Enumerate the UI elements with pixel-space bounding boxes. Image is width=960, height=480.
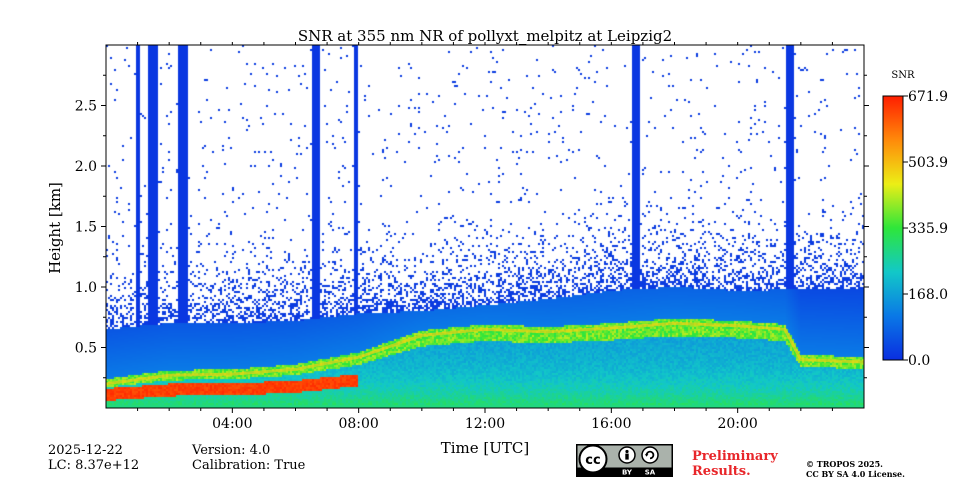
- x-axis-label: Time [UTC]: [441, 439, 530, 457]
- colorbar-tick-label: 0.0: [908, 353, 930, 369]
- colorbar-tick-label: 503.9: [908, 155, 948, 171]
- sa-icon: [641, 446, 659, 464]
- colorbar-gradient: [882, 95, 904, 361]
- y-tick-label: 2.0: [75, 159, 97, 175]
- x-tick-label: 04:00: [212, 416, 252, 432]
- colorbar-label: SNR: [891, 70, 915, 81]
- y-tick-label: 1.5: [75, 220, 97, 236]
- preliminary-line-1: Preliminary: [692, 449, 778, 464]
- aerosol-layer-top-line: [105, 321, 865, 386]
- snr-heatmap-image: [106, 45, 864, 408]
- cc-license-badge: cc BY SA: [576, 444, 673, 477]
- y-tick-label: 2.5: [75, 99, 97, 115]
- colorbar-tick-label: 335.9: [908, 221, 948, 237]
- snr-heatmap: [105, 45, 865, 408]
- plot-area: 04:00 08:00 12:00 16:00 20:00 0.5 1.0 1.5 2.0 2.…: [75, 42, 869, 432]
- colorbar-tick-label: 168.0: [908, 287, 948, 303]
- chart-title: SNR at 355 nm NR of pollyxt_melpitz at L…: [298, 27, 672, 45]
- y-axis: 0.5 1.0 1.5 2.0 2.5: [75, 74, 869, 379]
- footer-date: 2025-12-22: [48, 443, 123, 458]
- footer-version: Version: 4.0: [192, 443, 271, 458]
- x-axis: 04:00 08:00 12:00 16:00 20:00: [137, 42, 833, 432]
- copyright-line-1: © TROPOS 2025.: [806, 459, 883, 469]
- y-axis-label: Height [km]: [46, 182, 64, 274]
- cc-icon-text: cc: [585, 453, 600, 468]
- footer-calibration: Calibration: True: [192, 458, 306, 473]
- footer-lc: LC: 8.37e+12: [48, 458, 140, 473]
- x-tick-label: 16:00: [591, 416, 631, 432]
- y-tick-label: 1.0: [75, 280, 97, 296]
- x-tick-label: 12:00: [465, 416, 505, 432]
- colorbar-ticks: 0.0 168.0 335.9 503.9 671.9: [903, 89, 948, 369]
- by-label: BY: [622, 469, 633, 477]
- sa-label: SA: [645, 469, 656, 477]
- copyright-line-2: CC BY SA 4.0 License.: [806, 469, 905, 479]
- preliminary-line-2: Results.: [692, 464, 751, 479]
- colorbar: SNR 0.0 168.0 335.9 503.9 671.9: [882, 70, 948, 369]
- colorbar-tick-label: 671.9: [908, 89, 948, 105]
- y-tick-label: 0.5: [75, 341, 97, 357]
- cc-icon: [578, 444, 608, 474]
- x-tick-label: 20:00: [717, 416, 757, 432]
- x-tick-label: 08:00: [338, 416, 378, 432]
